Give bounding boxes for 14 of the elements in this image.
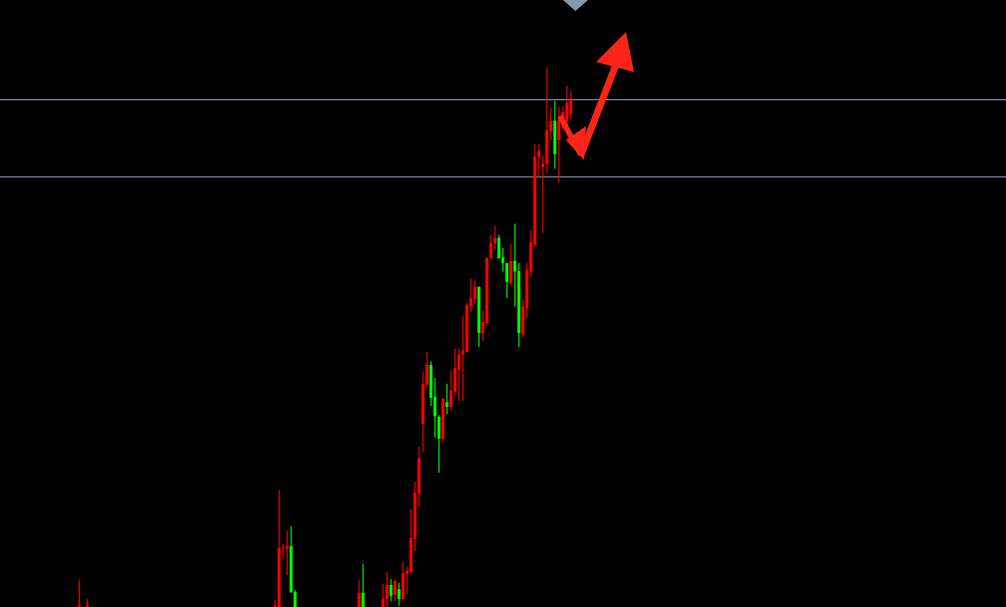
candlestick [77,579,81,607]
candlestick [389,578,393,603]
candlestick [397,582,401,607]
candlestick [509,243,513,287]
candlestick [449,370,453,412]
candlestick [361,563,365,607]
candlestick [285,530,289,576]
candlestick [385,571,389,607]
candlestick [557,106,561,184]
candlestick [497,234,501,260]
candlestick [393,578,397,602]
candlestick [357,579,361,607]
candlestick [445,383,449,415]
candlestick [457,348,461,402]
